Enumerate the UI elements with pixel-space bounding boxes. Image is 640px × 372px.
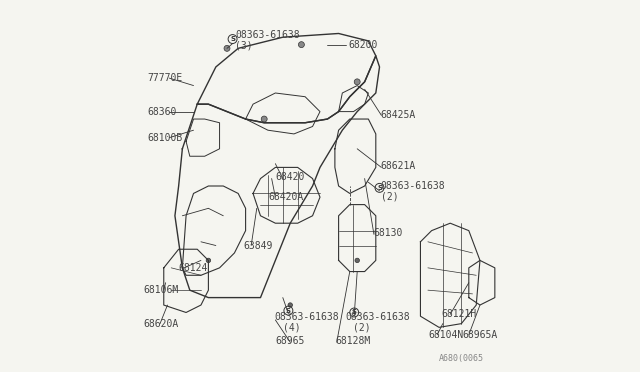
Text: 68360: 68360 <box>147 107 177 116</box>
Text: 68965A: 68965A <box>462 330 497 340</box>
Circle shape <box>224 45 230 51</box>
Text: 68425A: 68425A <box>381 110 416 120</box>
Circle shape <box>288 303 292 307</box>
Text: 08363-61638: 08363-61638 <box>235 31 300 40</box>
Text: S: S <box>352 310 356 315</box>
Text: S: S <box>377 185 382 191</box>
Text: 68621A: 68621A <box>381 161 416 170</box>
Text: (3): (3) <box>235 41 253 50</box>
Text: (2): (2) <box>381 191 398 201</box>
Text: 68420: 68420 <box>275 172 305 182</box>
Circle shape <box>354 79 360 85</box>
Text: 68130: 68130 <box>373 228 403 237</box>
Circle shape <box>298 42 305 48</box>
Text: 68420A: 68420A <box>268 192 303 202</box>
Text: (4): (4) <box>283 323 300 332</box>
Text: 68965: 68965 <box>275 337 305 346</box>
Text: A680(0065: A680(0065 <box>439 355 484 363</box>
Text: 77770E: 77770E <box>147 73 182 83</box>
Circle shape <box>355 258 360 263</box>
Text: 68106M: 68106M <box>143 285 179 295</box>
Text: 68124: 68124 <box>179 263 208 273</box>
Text: 68121H: 68121H <box>441 310 476 319</box>
Text: S: S <box>230 36 235 42</box>
Text: 08363-61638: 08363-61638 <box>275 312 339 322</box>
Text: 68128M: 68128M <box>335 337 370 346</box>
Text: 08363-61638: 08363-61638 <box>345 312 410 322</box>
Text: (2): (2) <box>353 323 371 332</box>
Text: 68200: 68200 <box>348 40 377 49</box>
Text: 68104N: 68104N <box>428 330 463 340</box>
Text: 63849: 63849 <box>244 241 273 250</box>
Circle shape <box>206 258 211 263</box>
Text: 68100B: 68100B <box>147 133 182 142</box>
Text: S: S <box>286 308 291 314</box>
Text: 68620A: 68620A <box>143 319 179 328</box>
Text: 08363-61638: 08363-61638 <box>381 181 445 191</box>
Circle shape <box>261 116 267 122</box>
